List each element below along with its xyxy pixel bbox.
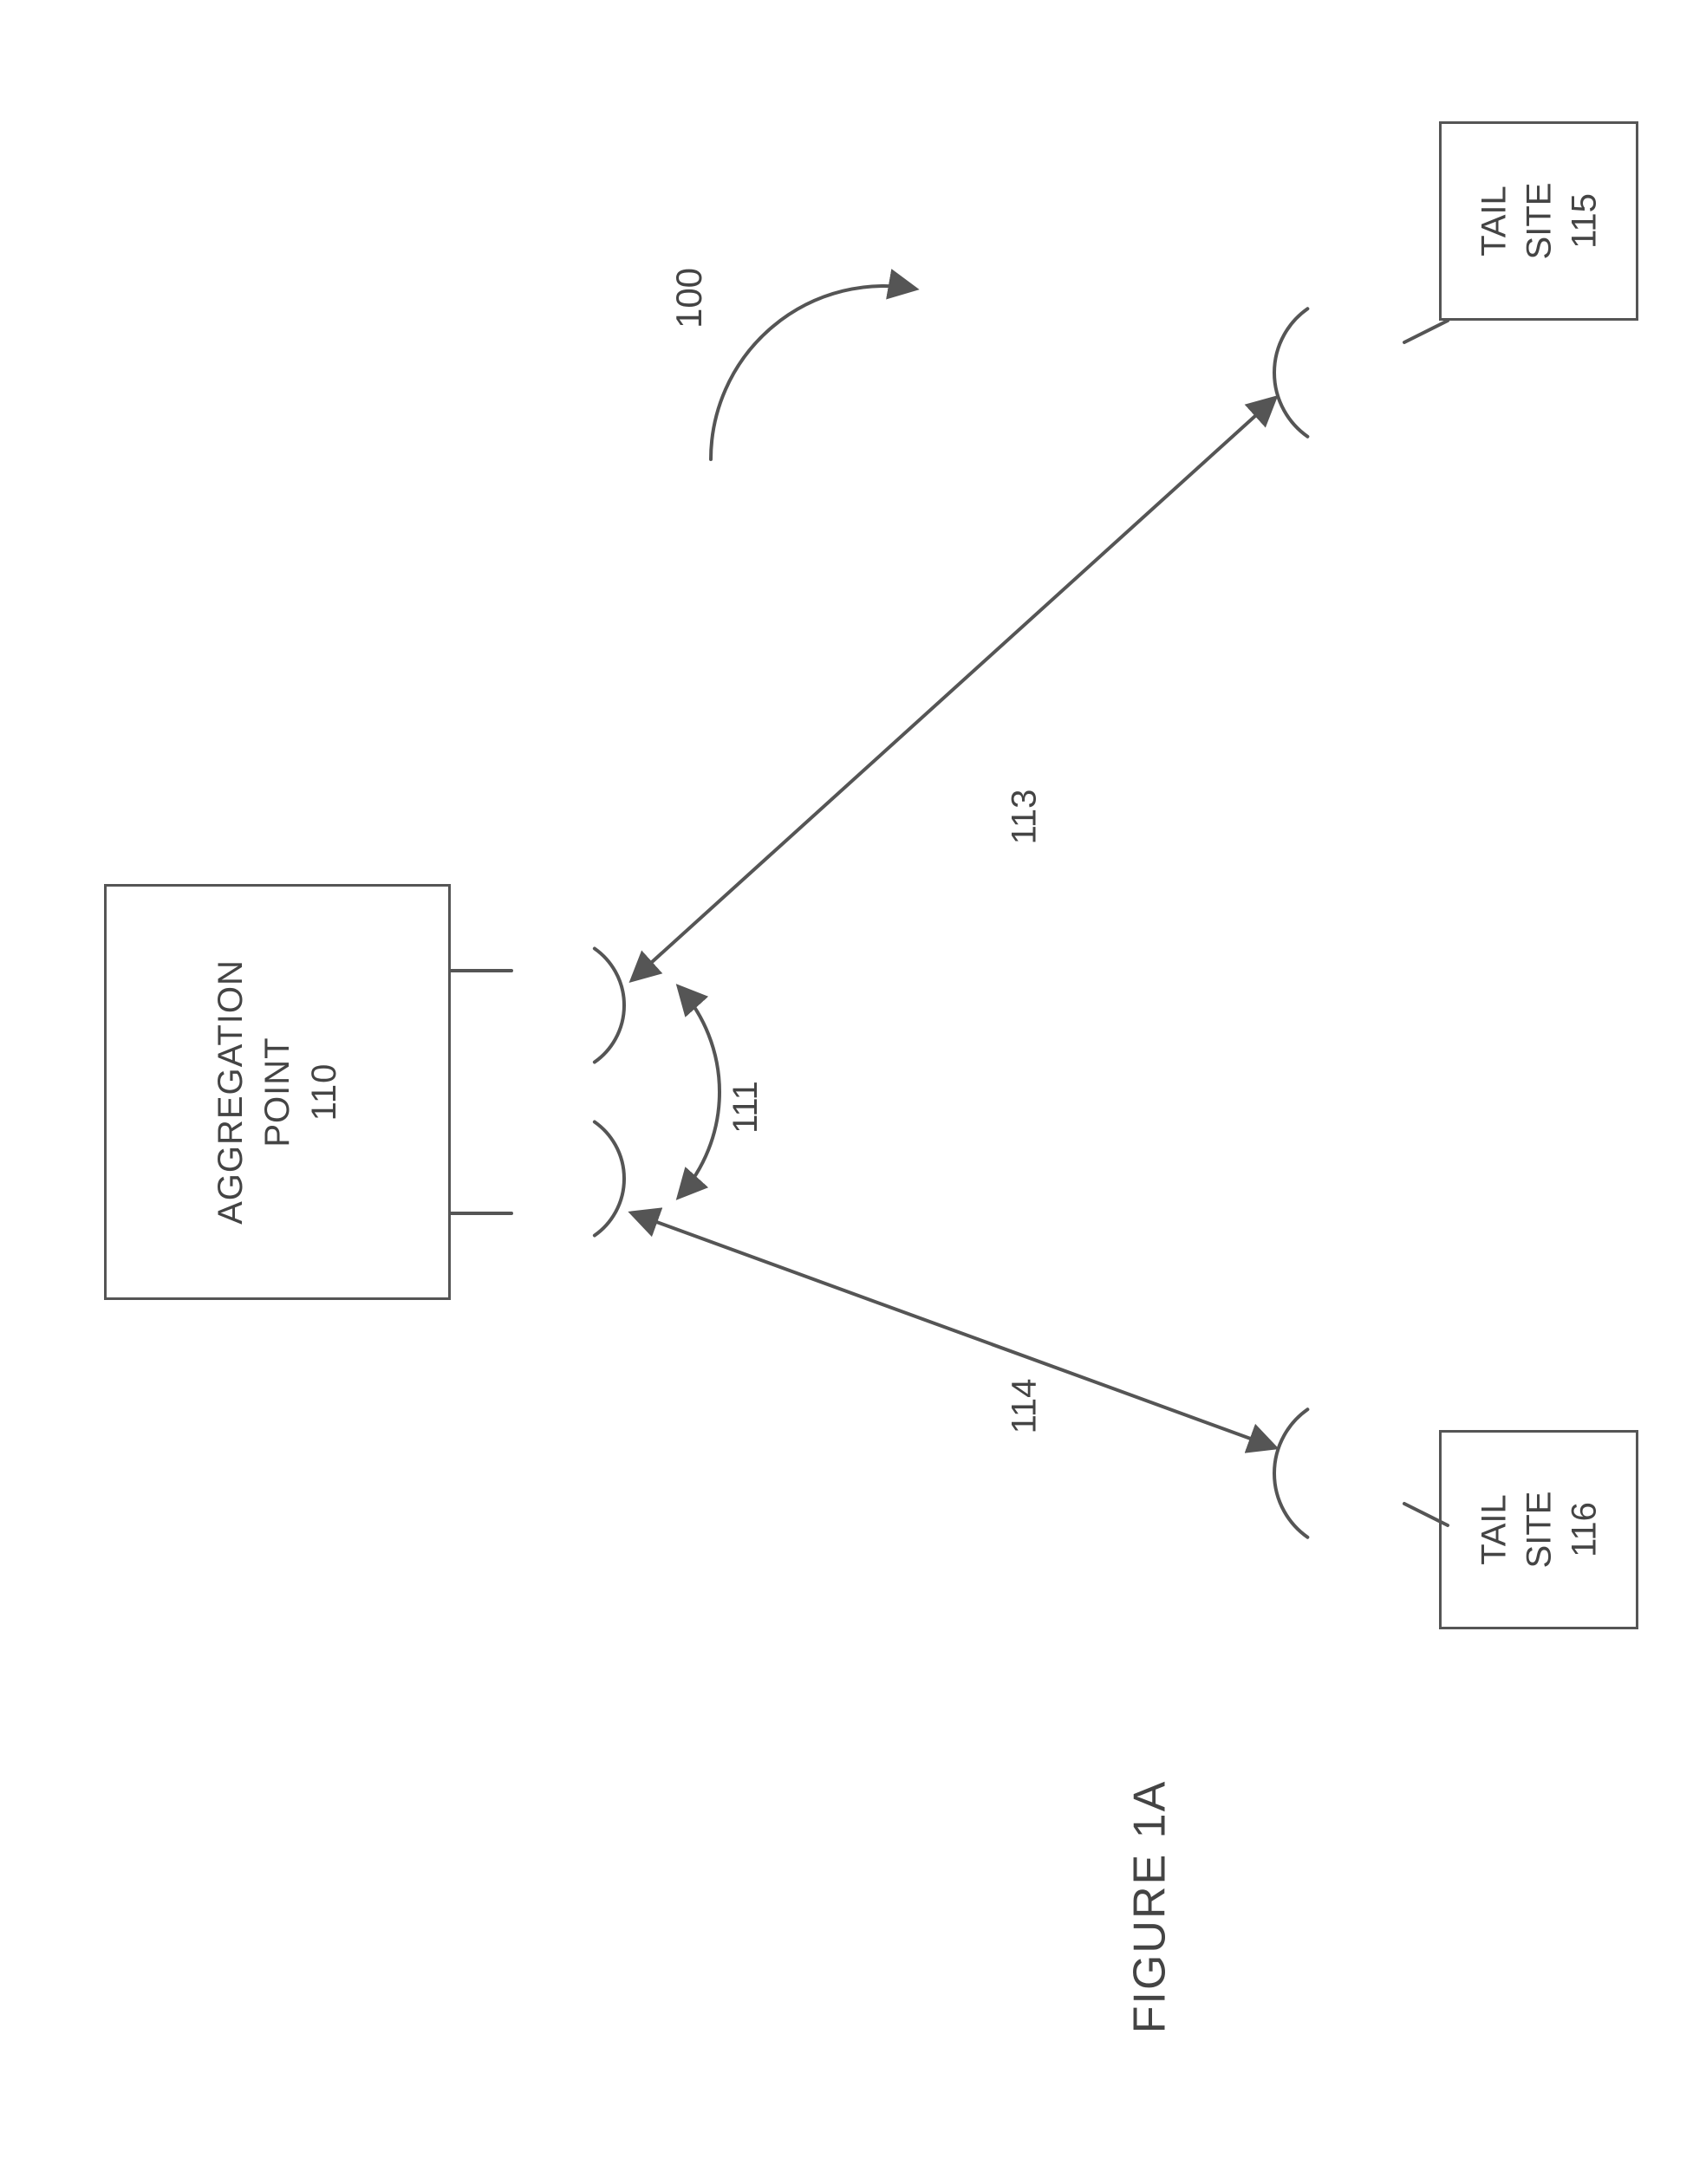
dish-arc-agg_top	[595, 948, 624, 1062]
link-bottom	[633, 1213, 1274, 1447]
dish-arc-tail_bottom	[1274, 1409, 1307, 1537]
dish-arc-agg_bottom	[595, 1121, 624, 1235]
angle-arc-111	[680, 988, 720, 1197]
figure-1a: AGGREGATION POINT 110 TAIL SITE 115 TAIL…	[0, 0, 1706, 2184]
feed-tail_top	[1404, 321, 1448, 342]
ref-arc-100	[711, 286, 915, 459]
feed-tail_bottom	[1404, 1504, 1448, 1525]
diagram-svg	[0, 0, 1706, 2184]
dish-arc-tail_top	[1274, 309, 1307, 436]
link-top	[633, 399, 1274, 979]
